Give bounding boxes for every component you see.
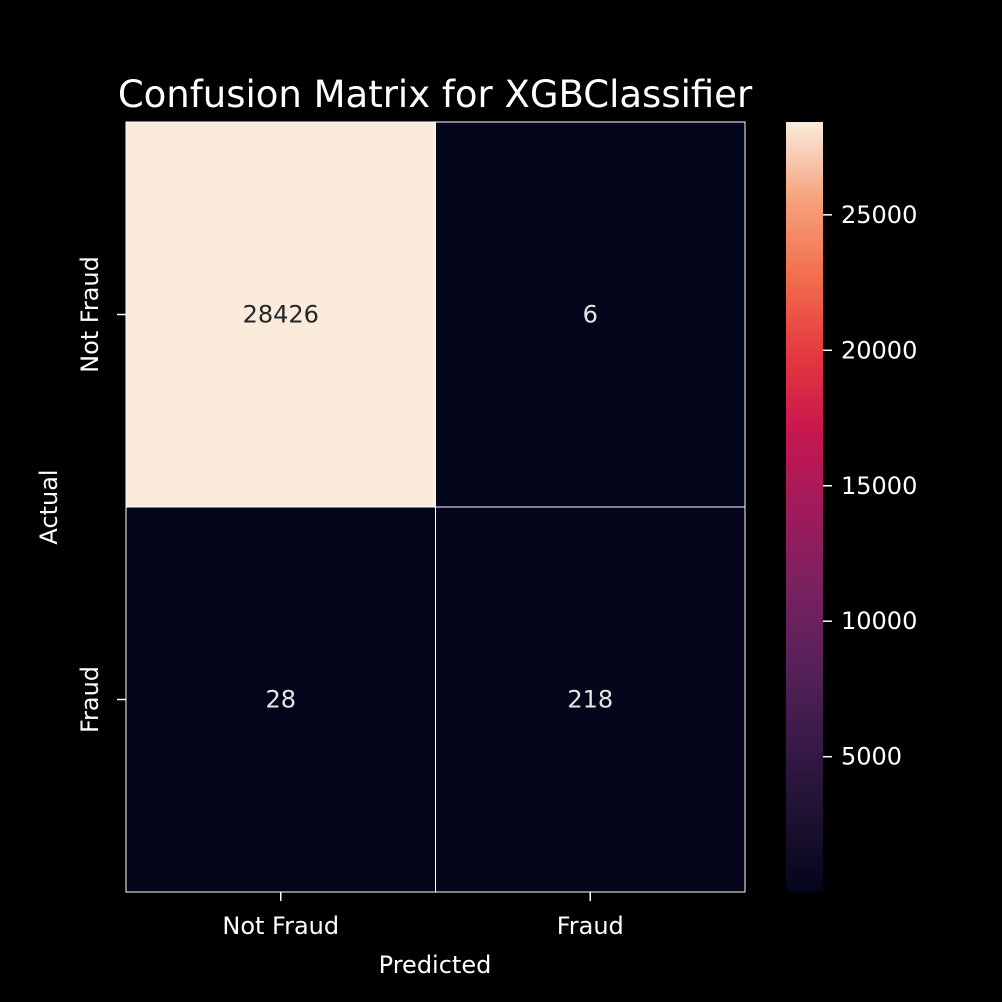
y-axis-ticks: Not Fraud Fraud (76, 256, 126, 733)
y-axis-label: Actual (35, 469, 63, 544)
colorbar-tick-label: 25000 (841, 201, 917, 229)
colorbar-tick-label: 5000 (841, 743, 902, 771)
heatmap-cells (125, 121, 746, 893)
cell-value-label: 218 (567, 686, 613, 714)
heatmap-cell (125, 506, 436, 893)
colorbar-tick-label: 10000 (841, 607, 917, 635)
x-axis-ticks: Not Fraud Fraud (222, 892, 624, 940)
heatmap-cell (125, 121, 436, 508)
y-tick-label: Fraud (76, 666, 104, 733)
colorbar-tick-label: 15000 (841, 472, 917, 500)
colorbar (786, 122, 823, 892)
cell-value-label: 28 (265, 686, 296, 714)
colorbar-ticks: 5000 10000 15000 20000 25000 (823, 201, 917, 771)
x-tick-label: Fraud (557, 912, 624, 940)
x-axis-label: Predicted (379, 951, 492, 979)
heatmap-cell (435, 506, 746, 893)
y-tick-label: Not Fraud (76, 256, 104, 373)
chart-title: Confusion Matrix for XGBClassifier (118, 73, 753, 116)
heatmap-cell (435, 121, 746, 508)
heatmap-cell-labels: 28426 6 28 218 (243, 301, 614, 714)
colorbar-tick-label: 20000 (841, 336, 917, 364)
cell-value-label: 28426 (243, 301, 319, 329)
cell-value-label: 6 (583, 301, 598, 329)
x-tick-label: Not Fraud (222, 912, 339, 940)
